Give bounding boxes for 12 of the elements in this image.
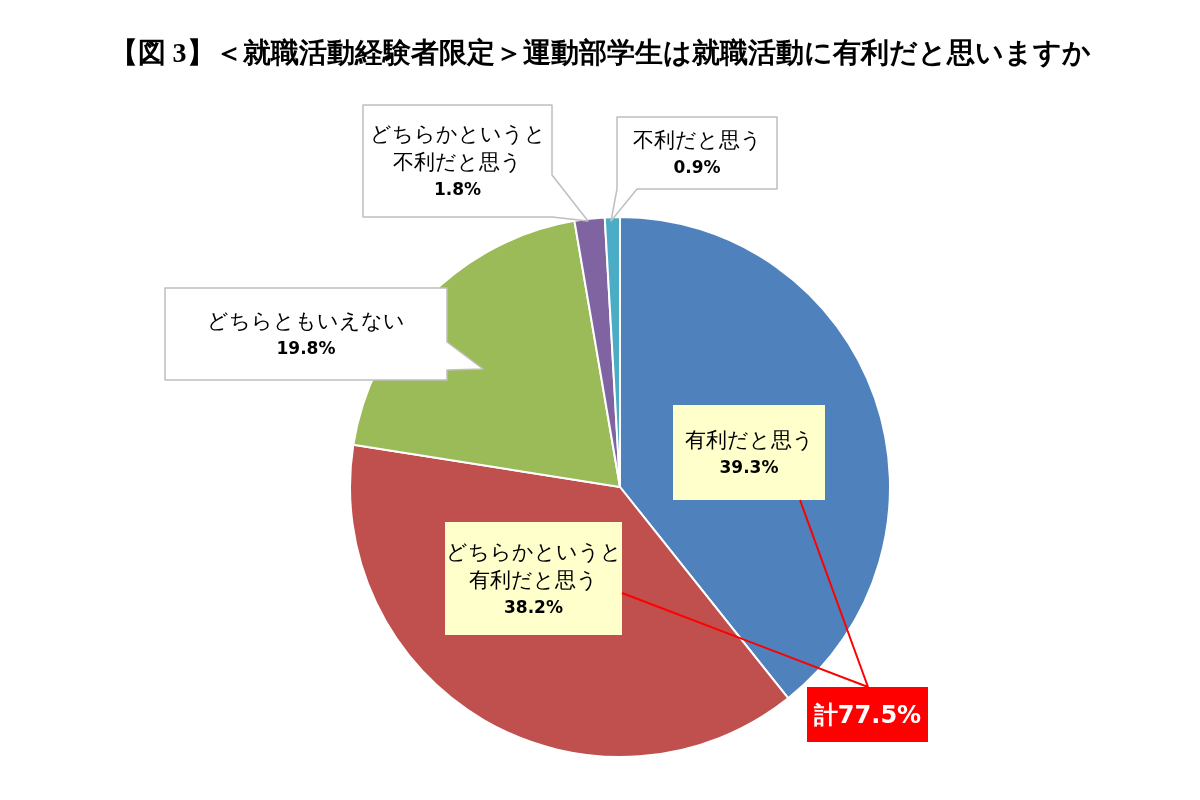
- text: 計77.5%: [813, 699, 922, 731]
- slice-label: どちらかというと有利だと思う: [445, 538, 622, 594]
- data-label: 0.9%: [673, 156, 721, 179]
- data-label: 19.8%: [276, 337, 336, 360]
- data-label: 1.8%: [433, 178, 482, 201]
- chart-title: 【図 3】＜就職活動経験者限定＞運動部学生は就職活動に有利だと思いますか: [109, 37, 1091, 68]
- slice-label: どちらかというと不利だと思う: [369, 121, 546, 176]
- data-label: 38.2%: [504, 595, 563, 619]
- slice-label: 不利だと思う: [632, 127, 762, 154]
- data-label: 39.3%: [719, 455, 779, 479]
- slice-label: どちらともいえない: [207, 308, 405, 335]
- slice-label: 有利だと思う: [684, 426, 814, 454]
